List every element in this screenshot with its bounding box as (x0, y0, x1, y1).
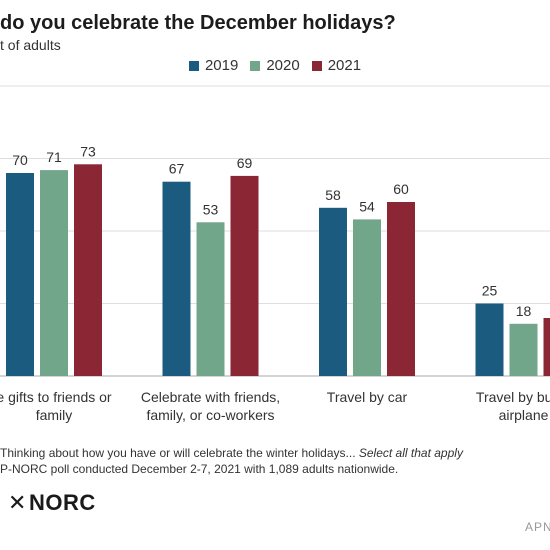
legend-label-2019: 2019 (204, 57, 239, 74)
data-label-2021-0: 73 (80, 143, 96, 159)
data-label-2021-1: 69 (237, 155, 253, 171)
legend-item-2021: 2021 (311, 57, 362, 74)
data-label-2020-1: 53 (203, 201, 219, 217)
bar-2020-0 (40, 170, 68, 376)
legend-swatch-2021 (311, 60, 322, 71)
category-label-0-1: family (36, 407, 73, 423)
category-label-2-0: Travel by car (327, 389, 408, 405)
legend-swatch-2019 (188, 60, 199, 71)
category-label-0-0: e gifts to friends or (0, 389, 112, 405)
bar-2020-2 (353, 219, 381, 376)
data-label-2020-2: 54 (359, 198, 375, 214)
bar-2019-1 (162, 181, 191, 376)
data-label-2019-0: 70 (12, 152, 28, 168)
legend-label-2021: 2021 (327, 57, 362, 74)
legend-swatch-2020 (250, 60, 261, 71)
legend-label-2020: 2020 (266, 57, 300, 74)
bar-2020-1 (196, 222, 225, 376)
data-label-2019-1: 67 (169, 161, 185, 177)
bar-2021-3 (543, 318, 550, 376)
bar-2019-3 (475, 303, 504, 376)
chart-title: do you celebrate the December holidays? (0, 12, 396, 34)
legend-item-2020: 2020 (250, 57, 300, 74)
category-label-1-1: family, or co-workers (146, 407, 274, 423)
logo-text: NORC (28, 490, 96, 515)
legend-item-2019: 2019 (188, 57, 239, 74)
credit: APN (525, 520, 550, 534)
source-note: P-NORC poll conducted December 2-7, 2021… (0, 462, 399, 476)
bar-2019-0 (6, 173, 34, 376)
category-label-3-1: airplane (499, 407, 549, 423)
question-note: Thinking about how you have or will cele… (0, 446, 463, 460)
legend: 2019 2020 2021 (0, 57, 550, 74)
norc-cross-icon: ✕ (8, 490, 27, 515)
data-label-2020-3: 18 (516, 303, 532, 319)
data-label-2019-3: 25 (482, 283, 498, 299)
data-label-2019-2: 58 (325, 187, 341, 203)
question-prefix: Thinking about how you have or will cele… (0, 446, 356, 460)
bar-2019-2 (319, 207, 347, 376)
category-label-3-0: Travel by bus, t (476, 389, 550, 405)
data-label-2021-2: 60 (393, 181, 409, 197)
data-label-2020-0: 71 (46, 149, 62, 165)
chart-subtitle: t of adults (0, 37, 61, 53)
category-label-1-0: Celebrate with friends, (141, 389, 280, 405)
bar-2021-0 (74, 164, 102, 376)
bar-2020-3 (509, 323, 538, 376)
bar-2021-1 (230, 175, 259, 376)
norc-logo: ✕NORC (8, 490, 96, 516)
question-instruction: Select all that apply (358, 446, 463, 460)
bar-2021-2 (387, 202, 415, 376)
